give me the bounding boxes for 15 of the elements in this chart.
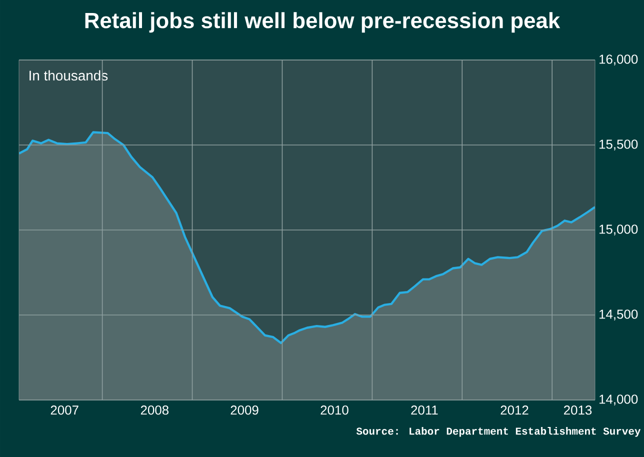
x-tick-label: 2013	[564, 406, 592, 415]
y-tick-label: 14,500	[600, 310, 638, 320]
chart-title: Retail jobs still well below pre-recession peak	[85, 12, 560, 33]
x-tick-label: 2009	[230, 406, 258, 415]
y-tick-label: 14,000	[600, 394, 638, 406]
y-tick-label: 15,500	[600, 140, 638, 150]
y-tick-label: 15,000	[600, 224, 638, 236]
x-tick-label: 2011	[411, 406, 438, 415]
x-tick-label: 2007	[50, 406, 78, 415]
source-note: Source: Labor Department Establishment Survey	[356, 427, 641, 437]
x-tick-label: 2012	[500, 406, 528, 415]
y-tick-label: 16,000	[600, 54, 638, 66]
x-tick-label: 2010	[320, 406, 348, 415]
x-tick-label: 2008	[140, 406, 169, 415]
y-axis-title: In thousands	[30, 70, 108, 81]
